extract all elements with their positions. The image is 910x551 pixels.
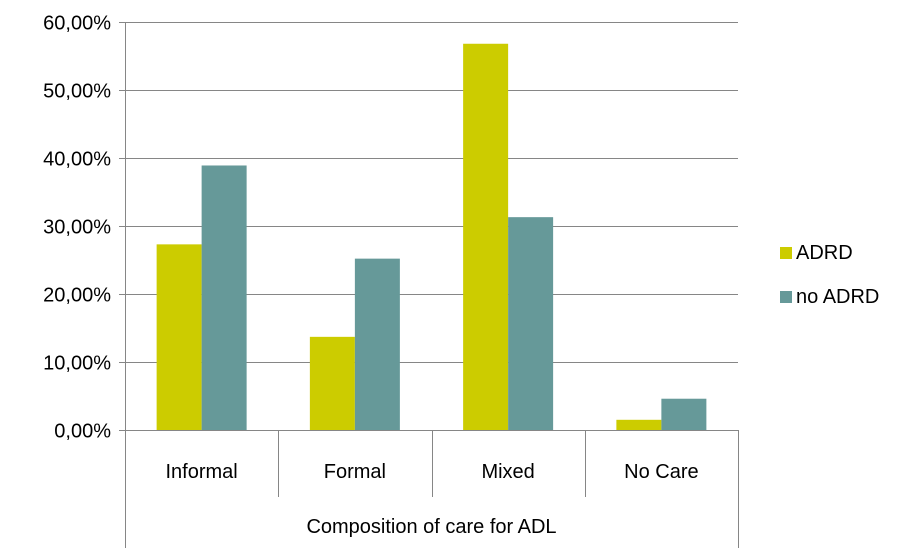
bar-adrd-mixed [463, 43, 509, 430]
category-label: Formal [324, 461, 386, 483]
bar-no-adrd-no-care [661, 398, 707, 430]
legend-label: ADRD [796, 242, 853, 264]
bar-no-adrd-formal [354, 258, 400, 430]
bar-no-adrd-informal [201, 165, 247, 431]
legend-swatch [780, 291, 792, 303]
y-tick-label: 30,00% [43, 217, 111, 239]
y-tick-label: 40,00% [43, 149, 111, 171]
y-axis-tick-labels: 0,00% 10,00% 20,00% 30,00% 40,00% 50,00% 60,00… [43, 13, 111, 443]
legend-swatch [780, 247, 792, 259]
bar-adrd-formal [309, 336, 355, 430]
bar-adrd-no-care [616, 419, 662, 430]
y-tick-label: 50,00% [43, 81, 111, 103]
bar-no-adrd-mixed [508, 217, 554, 430]
y-tick-label: 20,00% [43, 285, 111, 307]
legend: ADRD no ADRD [780, 242, 879, 308]
bar-adrd-informal [156, 244, 202, 430]
category-labels: Informal Formal Mixed No Care [166, 461, 699, 483]
x-axis-title: Composition of care for ADL [306, 516, 556, 538]
category-label: No Care [624, 461, 698, 483]
y-tick-label: 60,00% [43, 13, 111, 35]
bars [156, 43, 707, 431]
y-tick-label: 10,00% [43, 353, 111, 375]
x-axis [125, 430, 739, 548]
category-label: Informal [166, 461, 238, 483]
legend-label: no ADRD [796, 286, 879, 308]
y-tick-label: 0,00% [54, 421, 111, 443]
category-label: Mixed [481, 461, 534, 483]
